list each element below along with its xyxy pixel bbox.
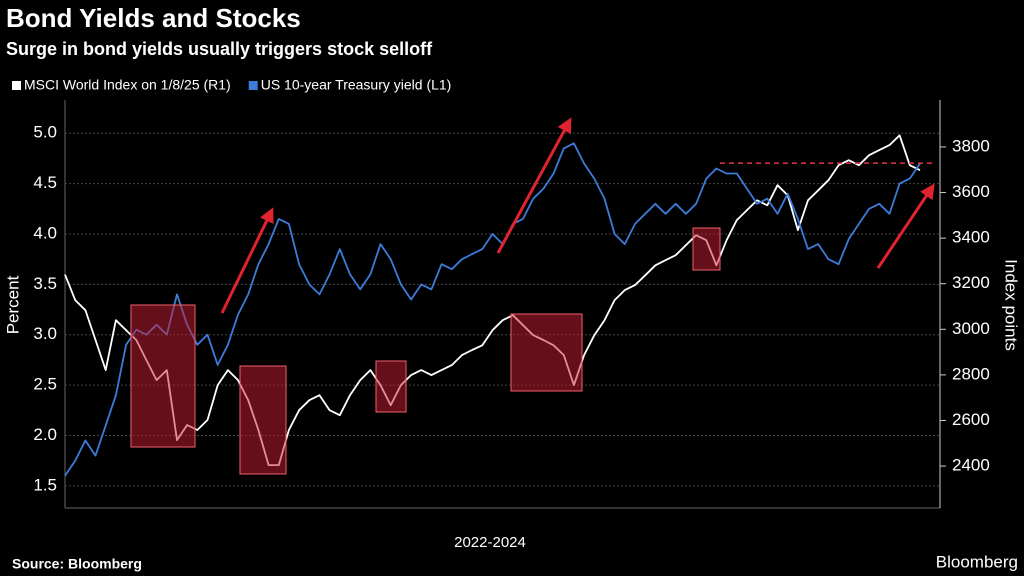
chart-subtitle: Surge in bond yields usually triggers st… [6,39,433,59]
y2-tick-label: 3600 [952,182,990,201]
arrow [876,183,935,269]
y2-axis-label: Index points [1002,259,1021,351]
x-axis-label: 2022-2024 [454,534,526,551]
legend-label: US 10-year Treasury yield (L1) [261,77,452,93]
y-axis-label: Percent [3,275,22,334]
legend-swatch [248,81,258,90]
brand: Bloomberg [936,552,1018,571]
arrow [496,117,572,254]
legend-swatch [12,81,21,90]
y-tick-label: 5.0 [33,123,57,142]
source: Source: Bloomberg [12,556,142,572]
chart-title: Bond Yields and Stocks [6,3,301,33]
y-tick-label: 4.5 [33,173,57,192]
y2-tick-label: 3200 [952,273,990,292]
y-tick-label: 2.5 [33,375,57,394]
y-tick-label: 4.0 [33,223,57,242]
legend-label: MSCI World Index on 1/8/25 (R1) [24,77,231,93]
highlight-box [510,313,583,392]
y-tick-label: 3.5 [33,274,57,293]
y-tick-label: 3.0 [33,324,57,343]
highlight-box [375,360,407,413]
y2-tick-label: 3800 [952,136,990,155]
annotations [130,227,721,475]
y2-tick-label: 2600 [952,410,990,429]
y2-tick-label: 2400 [952,456,990,475]
y-tick-label: 1.5 [33,475,57,494]
arrow [220,207,274,314]
highlight-box [130,304,196,448]
y2-tick-label: 3400 [952,228,990,247]
series-line [64,142,921,477]
y2-tick-label: 2800 [952,364,990,383]
series-line [64,134,921,466]
y-tick-label: 2.0 [33,425,57,444]
highlight-box [239,365,287,475]
arrows [220,117,935,314]
y2-tick-label: 3000 [952,319,990,338]
highlight-box [692,227,721,271]
